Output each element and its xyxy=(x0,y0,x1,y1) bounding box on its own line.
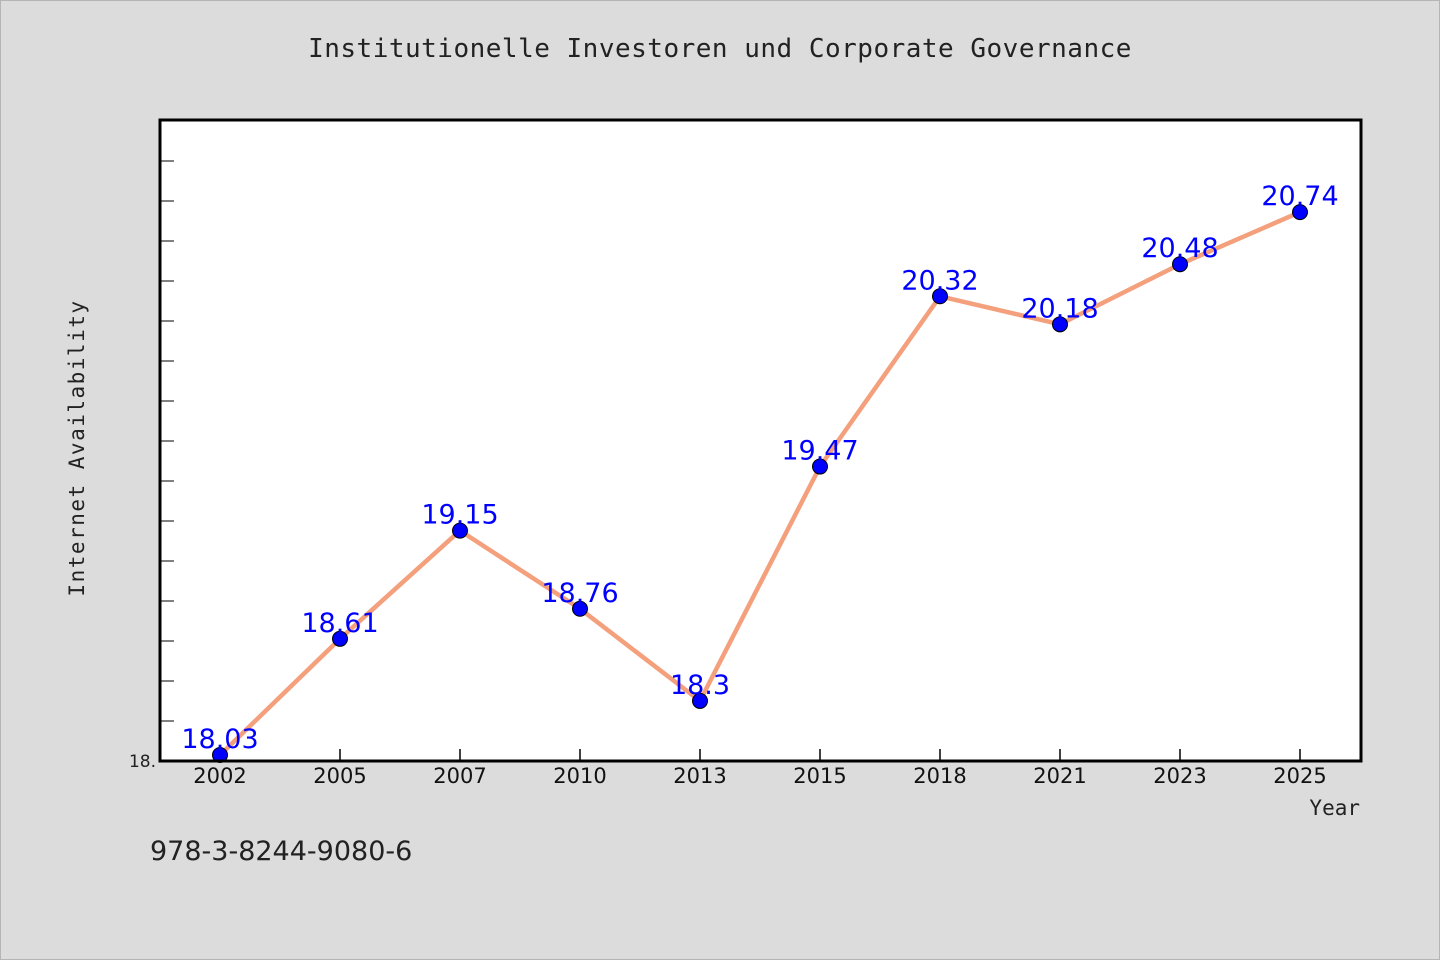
plot-border xyxy=(158,118,1363,763)
x-tick-label: 2025 xyxy=(1273,764,1326,788)
data-point xyxy=(572,600,588,617)
x-tick-label: 2007 xyxy=(433,764,486,788)
y-minor-ticks xyxy=(160,160,174,722)
x-tick-label: 2010 xyxy=(553,764,606,788)
data-label: 20.18 xyxy=(1021,293,1098,324)
data-label: 19.15 xyxy=(421,500,498,531)
data-point xyxy=(812,458,828,475)
data-markers xyxy=(212,204,1308,763)
data-label: 19.47 xyxy=(781,436,858,467)
x-tick-label: 2023 xyxy=(1153,764,1206,788)
x-tick-label: 2015 xyxy=(793,764,846,788)
data-point xyxy=(332,630,348,647)
data-label: 18.3 xyxy=(670,670,730,701)
data-point xyxy=(932,288,948,305)
x-tick-label: 2018 xyxy=(913,764,966,788)
data-label: 20.48 xyxy=(1141,233,1218,264)
data-point xyxy=(692,692,708,709)
x-axis-label: Year xyxy=(1309,796,1360,820)
series-line xyxy=(217,209,1303,758)
chart-title: Institutionelle Investoren und Corporate… xyxy=(308,34,1132,64)
data-labels: 18.03 18.61 19.15 18.76 18.3 19.47 20.32 20.18 2… xyxy=(181,181,1338,755)
x-tick-label: 2005 xyxy=(313,764,366,788)
data-label: 20.32 xyxy=(901,265,978,296)
data-label: 20.74 xyxy=(1261,181,1338,212)
data-label: 18.76 xyxy=(541,578,618,609)
footnote-isbn: 978-3-8244-9080-6 xyxy=(150,836,413,867)
x-tick-label: 2013 xyxy=(673,764,726,788)
plot-area xyxy=(160,120,1361,761)
data-label: 18.03 xyxy=(181,724,258,755)
data-label: 18.61 xyxy=(301,608,378,639)
data-point xyxy=(1172,256,1188,273)
y-tick-label: 18. xyxy=(129,752,156,772)
data-point xyxy=(1052,316,1068,333)
x-tick-label: 2021 xyxy=(1033,764,1086,788)
x-tick-label: 2002 xyxy=(193,764,246,788)
data-point xyxy=(452,522,468,539)
data-point xyxy=(1292,204,1308,221)
